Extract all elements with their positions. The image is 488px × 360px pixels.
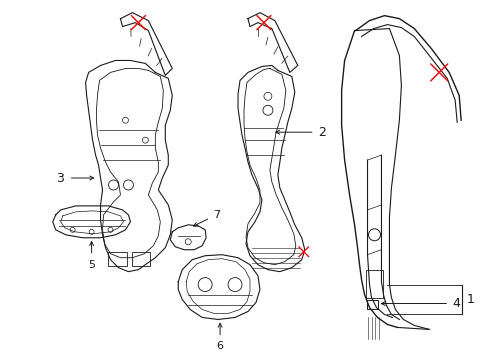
Text: 3: 3 (56, 171, 63, 185)
Bar (366, 300, 378, 310)
Bar (107, 252, 127, 266)
Text: 6: 6 (216, 341, 223, 351)
Bar (365, 270, 383, 298)
Text: 2: 2 (317, 126, 325, 139)
Text: 7: 7 (213, 210, 220, 220)
Text: 5: 5 (88, 260, 95, 270)
Bar (132, 252, 150, 266)
Text: 1: 1 (466, 293, 474, 306)
Text: 4: 4 (451, 297, 459, 310)
